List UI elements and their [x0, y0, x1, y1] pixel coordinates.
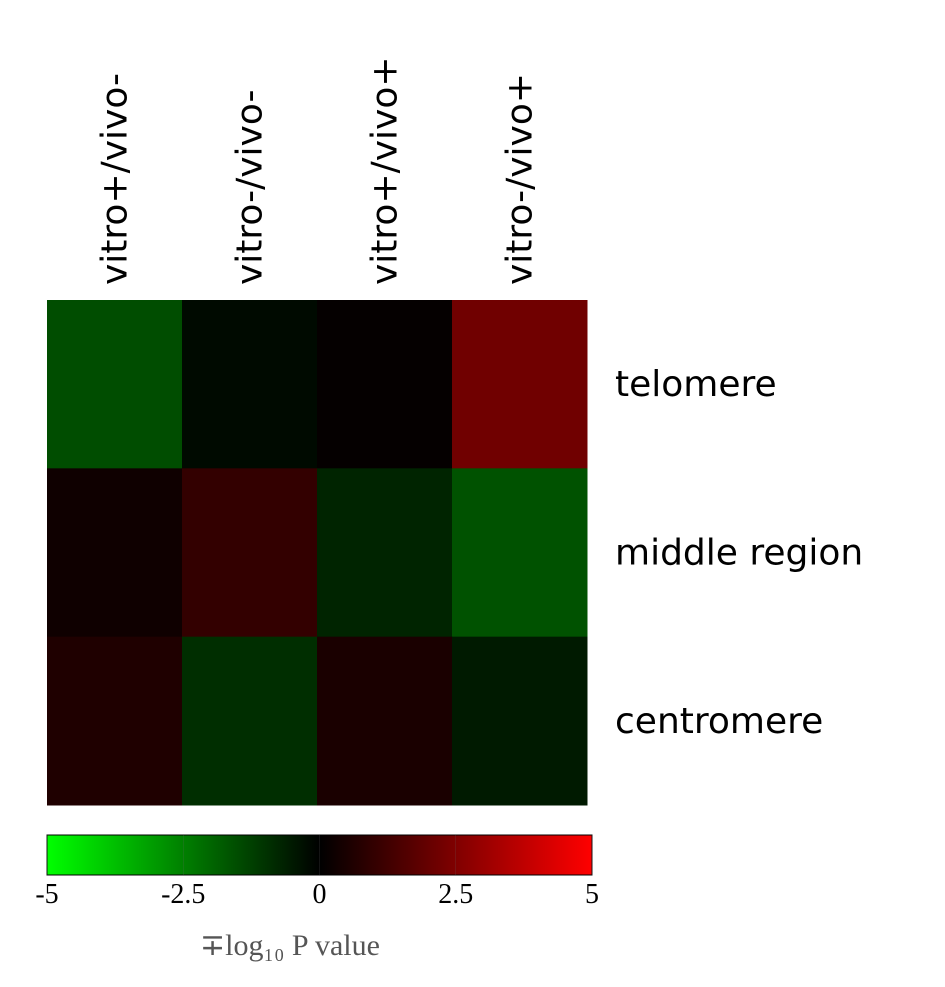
colorbar-tick-label: 5: [585, 879, 599, 910]
row-label: middle region: [615, 533, 863, 574]
heatmap-cell: [317, 636, 453, 806]
heatmap-cell: [452, 636, 588, 806]
heatmap-cell: [317, 300, 453, 469]
heatmap-cell: [452, 300, 588, 469]
colorbar-tick-label: 2.5: [438, 879, 473, 910]
column-label: vitro+/vivo-: [95, 73, 136, 285]
heatmap-cell: [452, 468, 588, 638]
heatmap-cell: [47, 300, 183, 469]
column-label: vitro-/vivo+: [500, 73, 541, 285]
heatmap-cell: [47, 636, 183, 806]
colorbar-tick-label: -5: [35, 879, 58, 910]
heatmap-cell: [47, 468, 183, 638]
row-label: centromere: [615, 701, 823, 742]
colorbar-tick-label: -2.5: [161, 879, 205, 910]
heatmap-cell: [182, 300, 318, 469]
row-label: telomere: [615, 364, 777, 405]
colorbar-tick-label: 0: [313, 879, 327, 910]
heatmap-cell: [317, 468, 453, 638]
colorbar: [46, 834, 593, 876]
heatmap-cell: [182, 636, 318, 806]
column-label: vitro-/vivo-: [230, 89, 271, 285]
heatmap-cell: [182, 468, 318, 638]
column-label: vitro+/vivo+: [365, 56, 406, 285]
colorbar-label: ∓log₁₀ P value: [200, 929, 380, 962]
